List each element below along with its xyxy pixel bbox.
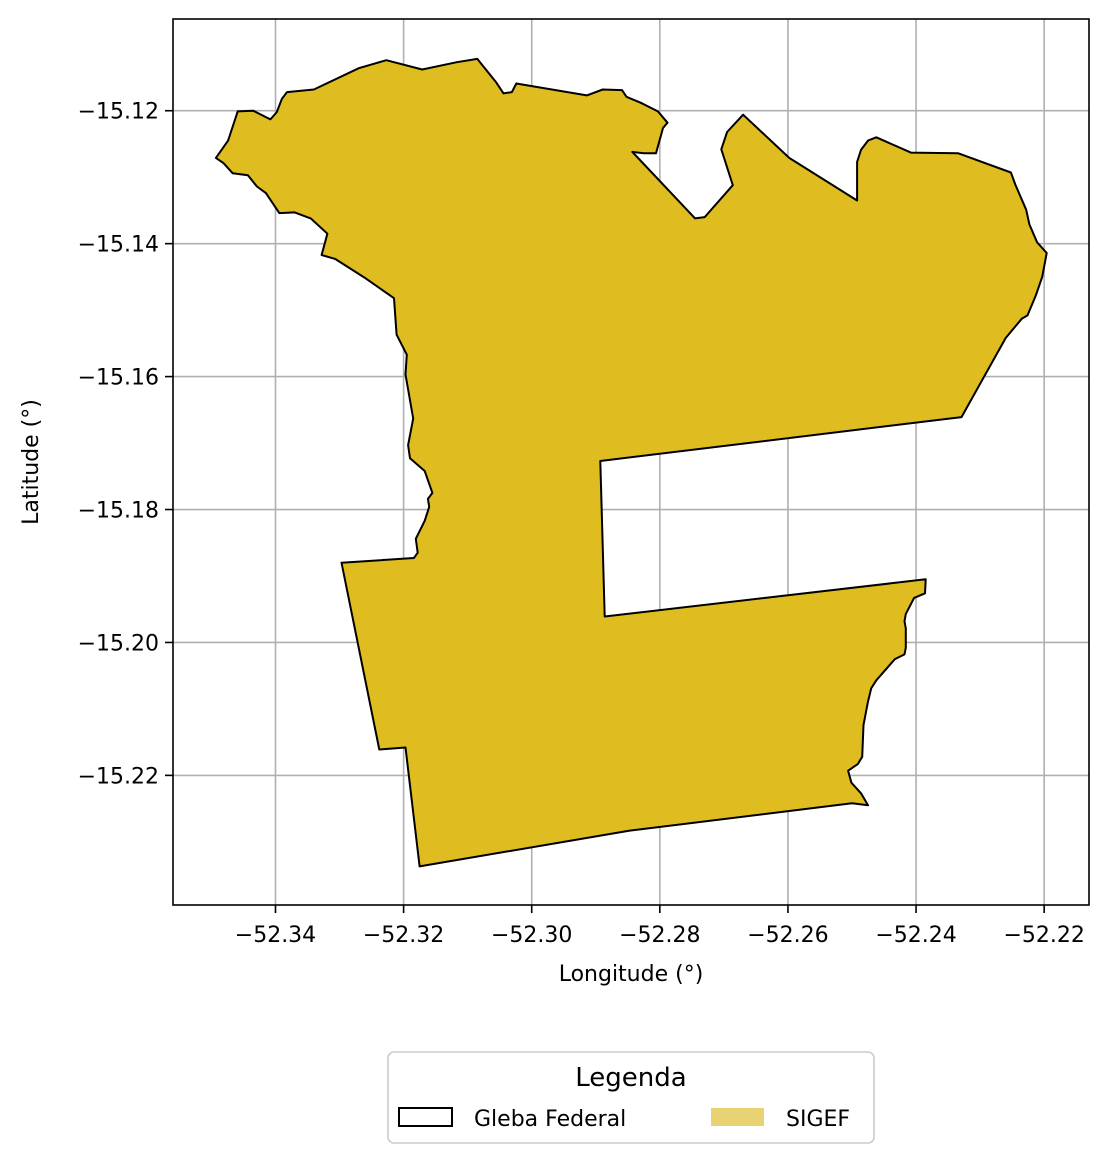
axis-ticks: −52.34 −52.32 −52.30 −52.28 −52.26 −52.24 −52.…	[78, 100, 1085, 948]
gleba-federal-polygon	[214, 57, 1048, 868]
legend-title: Legenda	[575, 1063, 686, 1093]
x-tick-label: −52.30	[491, 923, 572, 948]
legend-label-gleba-federal: Gleba Federal	[474, 1107, 626, 1132]
y-tick-label: −15.14	[78, 233, 159, 258]
x-tick-label: −52.32	[363, 923, 444, 948]
plot-frame	[172, 18, 1090, 906]
legend-swatch-outline	[398, 1107, 453, 1127]
y-axis-label: Latitude (°)	[19, 399, 44, 525]
map-layer	[214, 57, 1048, 868]
legend-label-sigef: SIGEF	[786, 1107, 850, 1132]
x-tick-label: −52.26	[747, 923, 828, 948]
y-tick-label: −15.12	[78, 100, 159, 125]
x-axis-label: Longitude (°)	[559, 962, 704, 987]
x-tick-label: −52.34	[235, 923, 316, 948]
x-tick-label: −52.24	[875, 923, 956, 948]
legend-swatch-fill	[711, 1108, 764, 1126]
y-tick-label: −15.16	[78, 366, 159, 391]
legend: Legenda Gleba Federal SIGEF	[387, 1051, 875, 1144]
y-tick-label: −15.22	[78, 764, 159, 789]
y-tick-label: −15.20	[78, 631, 159, 656]
y-tick-label: −15.18	[78, 499, 159, 524]
x-tick-label: −52.28	[619, 923, 700, 948]
x-tick-label: −52.22	[1003, 923, 1084, 948]
